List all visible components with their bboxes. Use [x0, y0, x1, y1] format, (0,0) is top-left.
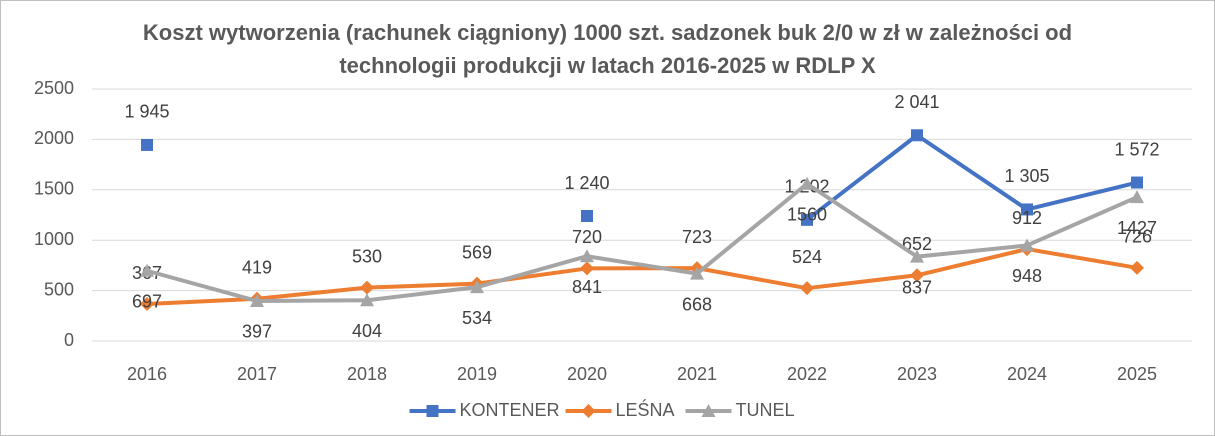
- legend-label: TUNEL: [736, 400, 795, 420]
- data-point: [911, 129, 923, 142]
- data-label: 397: [242, 322, 272, 342]
- x-tick-label: 2019: [457, 364, 497, 384]
- data-label: 419: [242, 258, 272, 278]
- series-line: [146, 181, 1138, 303]
- legend-label: LEŚNA: [616, 399, 675, 420]
- data-label: 534: [462, 308, 492, 328]
- data-point: [1130, 260, 1144, 275]
- x-tick-label: 2024: [1007, 364, 1047, 384]
- data-point: [140, 297, 154, 312]
- data-label: 841: [572, 277, 602, 297]
- data-point: [910, 249, 924, 263]
- data-point: [801, 213, 813, 226]
- data-label: 1427: [1117, 218, 1157, 238]
- data-label: 2 041: [894, 92, 939, 112]
- data-label: 912: [1012, 208, 1042, 228]
- data-label: 524: [792, 247, 822, 267]
- data-label: 837: [902, 277, 932, 297]
- x-tick-label: 2016: [127, 364, 167, 384]
- data-point: [250, 293, 264, 307]
- data-label: 530: [352, 246, 382, 266]
- data-point: [470, 280, 484, 294]
- data-point: [580, 261, 594, 276]
- x-tick-label: 2020: [567, 364, 607, 384]
- data-point: [140, 263, 154, 277]
- y-tick-label: 0: [64, 330, 74, 350]
- legend-label: KONTENER: [460, 400, 560, 420]
- data-point: [800, 281, 814, 296]
- x-tick-label: 2023: [897, 364, 937, 384]
- data-point: [581, 210, 593, 223]
- data-point: [800, 176, 814, 190]
- data-label: 1 305: [1004, 166, 1049, 186]
- y-tick-label: 500: [44, 279, 74, 299]
- data-label: 1 240: [564, 173, 609, 193]
- legend-marker: [581, 404, 596, 418]
- data-point: [910, 268, 924, 283]
- data-point: [360, 280, 374, 295]
- x-tick-label: 2018: [347, 364, 387, 384]
- legend-marker: [426, 405, 439, 417]
- data-label: 1 572: [1114, 139, 1159, 159]
- data-point: [690, 266, 704, 280]
- series-line: [146, 247, 1138, 307]
- data-label: 569: [462, 242, 492, 262]
- y-tick-label: 1500: [34, 179, 74, 199]
- data-label: 720: [572, 227, 602, 247]
- chart-title: Koszt wytworzenia (rachunek ciągniony) 1…: [142, 20, 1073, 78]
- series-line: [805, 133, 1138, 222]
- data-point: [1131, 176, 1143, 189]
- data-label: 1560: [787, 205, 827, 225]
- x-tick-label: 2017: [237, 364, 277, 384]
- data-label: 1 945: [124, 102, 169, 122]
- data-label: 948: [1012, 266, 1042, 286]
- data-point: [1021, 203, 1033, 216]
- data-label: 723: [682, 227, 712, 247]
- data-label: 697: [132, 291, 162, 311]
- x-tick-label: 2022: [787, 364, 827, 384]
- x-tick-label: 2021: [677, 364, 717, 384]
- data-point: [141, 138, 153, 151]
- data-label: 404: [352, 321, 382, 341]
- data-point: [1130, 190, 1144, 204]
- data-label: 652: [902, 234, 932, 254]
- data-point: [1020, 238, 1034, 252]
- data-point: [360, 293, 374, 307]
- data-label: 726: [1122, 227, 1152, 247]
- data-label: 668: [682, 294, 712, 314]
- y-tick-label: 2500: [34, 78, 74, 98]
- x-tick-label: 2025: [1117, 364, 1157, 384]
- y-tick-label: 2000: [34, 128, 74, 148]
- y-tick-label: 1000: [34, 229, 74, 249]
- data-point: [580, 249, 594, 263]
- legend-marker: [701, 404, 716, 417]
